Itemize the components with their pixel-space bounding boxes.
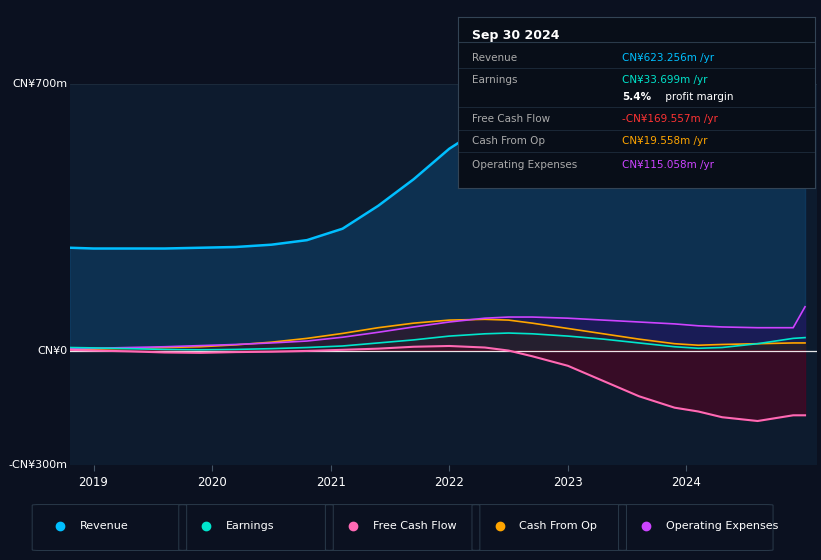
Text: Operating Expenses: Operating Expenses [472, 160, 578, 170]
Text: Revenue: Revenue [80, 521, 128, 531]
Text: Revenue: Revenue [472, 53, 517, 63]
Text: CN¥33.699m /yr: CN¥33.699m /yr [622, 75, 708, 85]
Text: Earnings: Earnings [226, 521, 274, 531]
Text: CN¥700m: CN¥700m [12, 79, 67, 89]
Text: Sep 30 2024: Sep 30 2024 [472, 29, 560, 42]
Text: CN¥19.558m /yr: CN¥19.558m /yr [622, 137, 708, 146]
Text: CN¥115.058m /yr: CN¥115.058m /yr [622, 160, 714, 170]
Text: Operating Expenses: Operating Expenses [666, 521, 778, 531]
Text: CN¥623.256m /yr: CN¥623.256m /yr [622, 53, 714, 63]
Text: CN¥0: CN¥0 [38, 346, 67, 356]
Text: profit margin: profit margin [662, 92, 733, 102]
Text: Cash From Op: Cash From Op [472, 137, 545, 146]
Text: Cash From Op: Cash From Op [519, 521, 597, 531]
Text: Free Cash Flow: Free Cash Flow [472, 114, 551, 124]
Text: Earnings: Earnings [472, 75, 518, 85]
Text: -CN¥169.557m /yr: -CN¥169.557m /yr [622, 114, 718, 124]
Text: -CN¥300m: -CN¥300m [8, 460, 67, 470]
Text: 5.4%: 5.4% [622, 92, 652, 102]
Text: Free Cash Flow: Free Cash Flow [373, 521, 456, 531]
